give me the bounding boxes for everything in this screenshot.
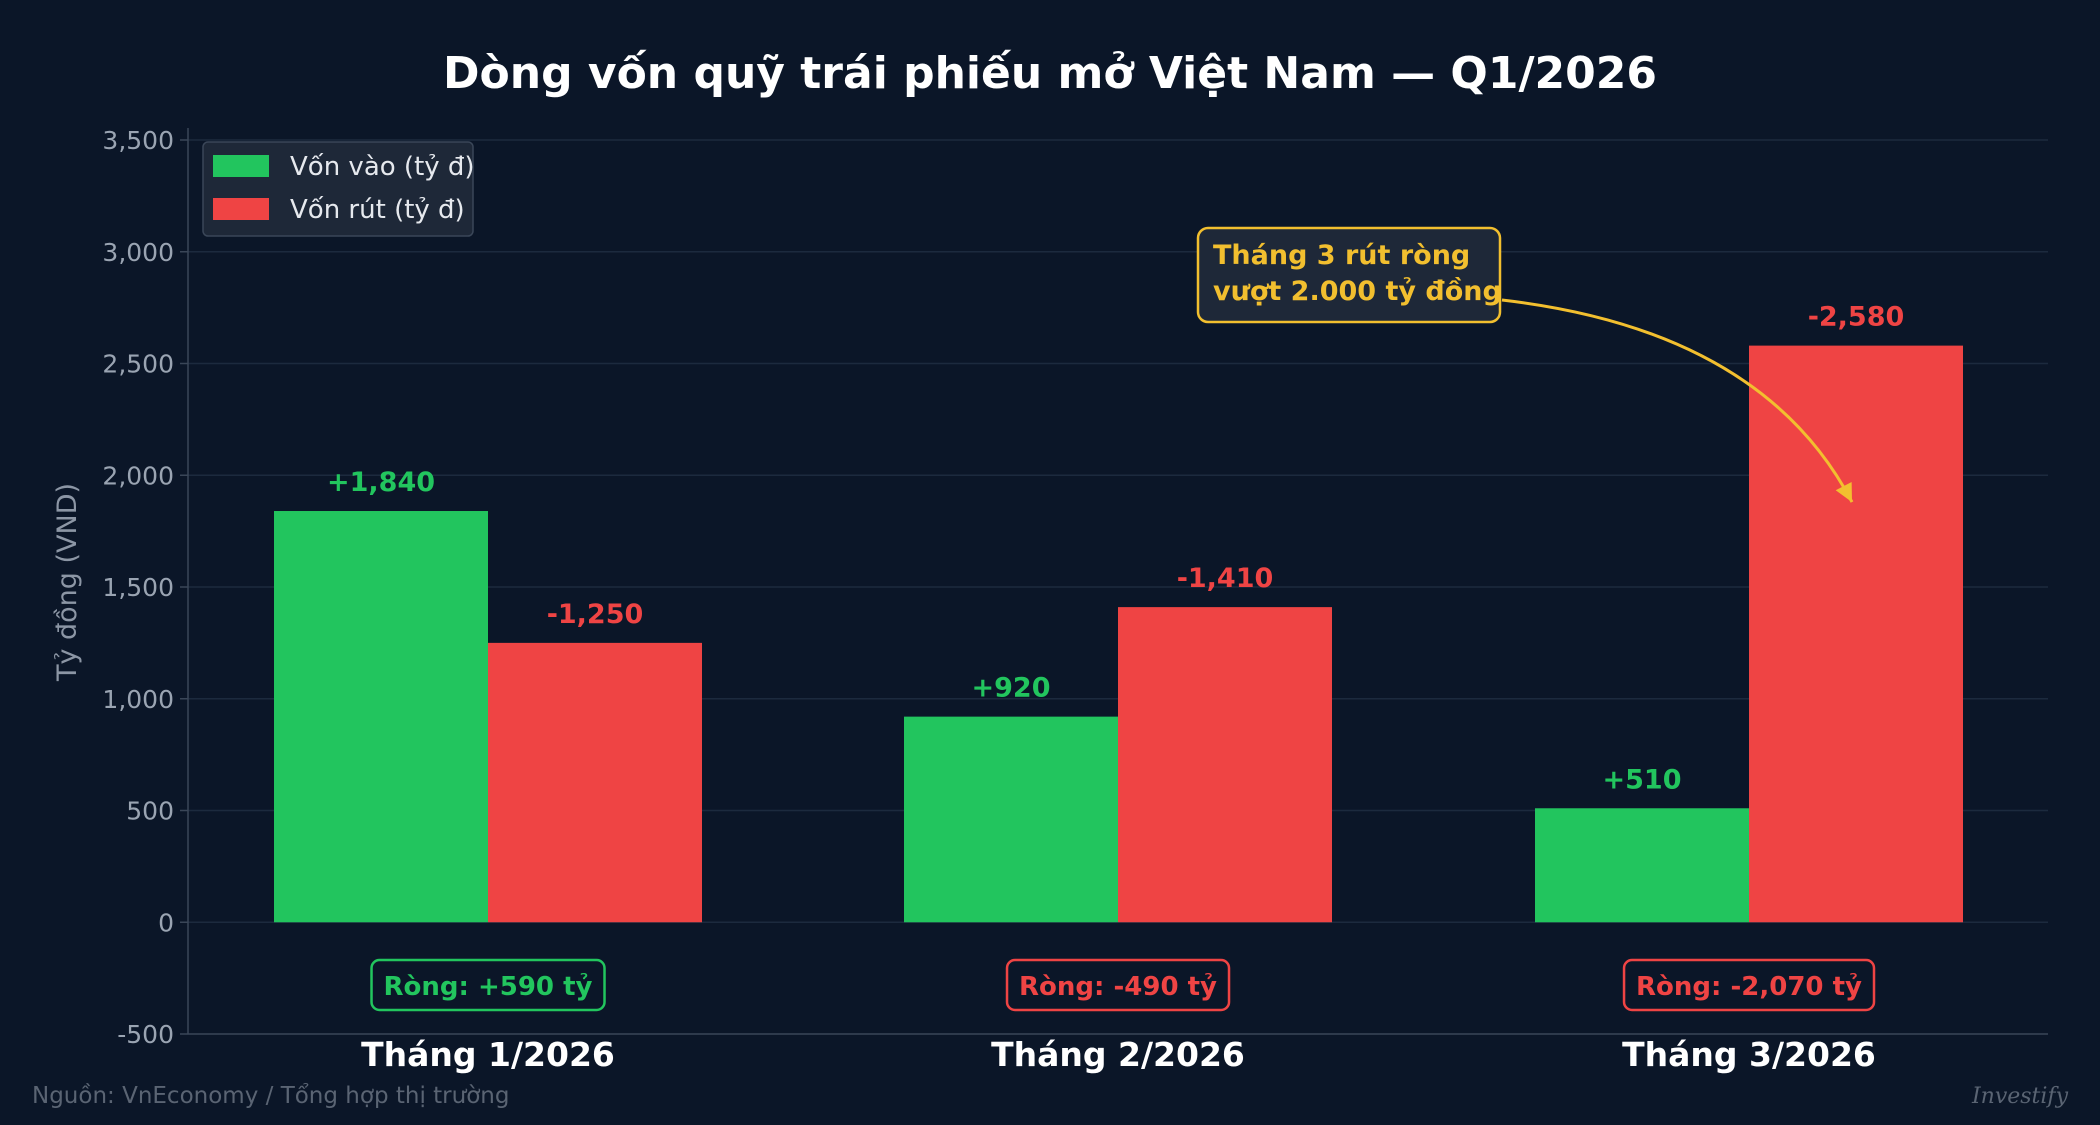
- net-badge-box: [370, 958, 606, 1012]
- legend-swatch: [213, 198, 269, 220]
- y-tick-label: 1,000: [102, 685, 174, 714]
- bar: [904, 716, 1118, 923]
- y-tick-label: 0: [158, 908, 174, 937]
- y-tick-label: 2,500: [102, 350, 174, 379]
- net-badge-label: Ròng: -2,070 tỷ: [1636, 972, 1862, 1002]
- annotation-box: [1196, 226, 1502, 324]
- bar: [274, 511, 488, 923]
- x-axis-ticks: Tháng 1/2026 Tháng 2/2026 Tháng 3/2026: [361, 1035, 1876, 1074]
- bar: [1749, 345, 1963, 923]
- footer-source: Nguồn: VnEconomy / Tổng hợp thị trường: [32, 1083, 509, 1109]
- data-label: +510: [1603, 764, 1682, 795]
- data-label: +1,840: [327, 467, 435, 498]
- net-badge: Ròng: -2,070 tỷ: [1622, 958, 1876, 1012]
- x-tick-label: Tháng 1/2026: [361, 1035, 615, 1074]
- legend-box: [202, 141, 474, 237]
- bar: [1535, 808, 1749, 923]
- bars: [274, 345, 1963, 923]
- y-axis-ticks: -500 0 500 1,000 1,500 2,000 2,500 3,000 3,500: [102, 126, 188, 1049]
- legend-label: Vốn rút (tỷ đ): [290, 195, 465, 225]
- net-badge-label: Ròng: -490 tỷ: [1019, 972, 1217, 1002]
- x-tick-label: Tháng 2/2026: [991, 1035, 1245, 1074]
- data-label: -2,580: [1808, 302, 1905, 333]
- net-badge: Ròng: +590 tỷ: [370, 958, 606, 1012]
- data-label: -1,410: [1177, 563, 1274, 594]
- axes: [187, 128, 2048, 1035]
- data-labels: +1,840 +920 +510 -1,250 -1,410 -2,580: [327, 302, 1904, 796]
- annotation-arrowhead: [1835, 481, 1852, 503]
- net-badge-box: [1622, 958, 1876, 1012]
- net-badge-label: Ròng: +590 tỷ: [384, 972, 593, 1002]
- data-label: -1,250: [547, 599, 644, 630]
- chart-title: Dòng vốn quỹ trái phiếu mở Việt Nam — Q1…: [443, 48, 1657, 99]
- legend-label: Vốn vào (tỷ đ): [290, 152, 475, 182]
- legend: Vốn vào (tỷ đ) Vốn rút (tỷ đ): [202, 141, 475, 237]
- annotation-arrow: [1501, 298, 1854, 503]
- y-tick-label: 3,000: [102, 238, 174, 267]
- net-badge-box: [1005, 958, 1231, 1012]
- net-badge: Ròng: -490 tỷ: [1005, 958, 1231, 1012]
- annotation: Tháng 3 rút ròng vượt 2.000 tỷ đồng: [1196, 226, 1854, 503]
- y-tick-label: 2,000: [102, 461, 174, 490]
- y-tick-label: -500: [117, 1020, 174, 1049]
- data-label: +920: [972, 673, 1051, 704]
- legend-swatch: [213, 155, 269, 177]
- bar: [1118, 607, 1332, 923]
- annotation-text: Tháng 3 rút ròng: [1213, 240, 1470, 271]
- x-tick-label: Tháng 3/2026: [1622, 1035, 1876, 1074]
- annotation-text: vượt 2.000 tỷ đồng: [1213, 276, 1502, 307]
- y-tick-label: 1,500: [102, 573, 174, 602]
- footer-brand: Investify: [1971, 1084, 2069, 1109]
- net-badges: Ròng: +590 tỷ Ròng: -490 tỷ Ròng: -2,070 t…: [370, 958, 1876, 1012]
- bar: [488, 642, 702, 923]
- y-tick-label: 3,500: [102, 126, 174, 155]
- y-axis-label: Tỷ đồng (VND): [52, 483, 83, 682]
- y-tick-label: 500: [126, 797, 174, 826]
